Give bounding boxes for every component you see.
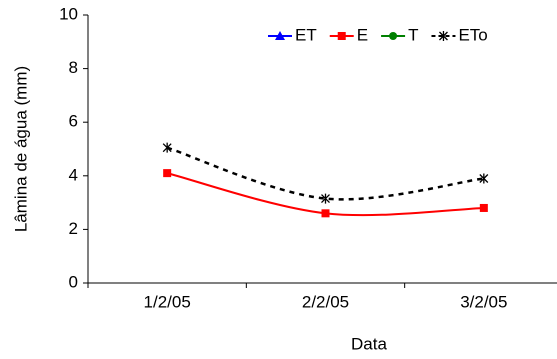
y-tick-label: 8 <box>69 58 78 77</box>
y-axis-label: Lâmina de água (mm) <box>11 66 30 232</box>
y-tick-label: 10 <box>59 4 78 23</box>
x-tick-label: 1/2/05 <box>144 292 191 311</box>
marker-shape <box>162 142 172 153</box>
data-point <box>162 142 172 153</box>
x-tick-label: 3/2/05 <box>460 292 507 311</box>
legend-marker <box>337 32 346 40</box>
marker-shape <box>479 203 488 212</box>
legend-label: E <box>357 25 368 44</box>
legend-marker <box>275 31 285 40</box>
y-tick-label: 4 <box>69 165 78 184</box>
legend-item: T <box>381 25 418 44</box>
marker-shape <box>321 193 330 204</box>
legend-label: ET <box>295 25 317 44</box>
marker-shape <box>389 32 398 40</box>
legend-marker <box>389 32 398 40</box>
y-tick-label: 6 <box>69 112 78 131</box>
data-point <box>479 203 488 212</box>
data-point <box>321 193 330 204</box>
legend-item: ETo <box>431 25 488 44</box>
x-axis-label: Data <box>351 334 387 353</box>
x-tick-label: 2/2/05 <box>302 292 349 311</box>
data-point <box>163 169 172 178</box>
legend-item: E <box>329 25 368 44</box>
y-tick-label: 0 <box>69 272 78 291</box>
marker-shape <box>439 31 448 41</box>
marker-shape <box>275 31 285 40</box>
y-tick-label: 2 <box>69 219 78 238</box>
marker-shape <box>321 209 330 218</box>
marker-shape <box>479 173 489 184</box>
data-point <box>321 209 330 218</box>
data-point <box>479 173 489 184</box>
legend-label: T <box>408 25 418 44</box>
series-line <box>166 146 484 201</box>
marker-shape <box>163 169 172 178</box>
legend-label: ETo <box>458 25 487 44</box>
legend-item: ET <box>268 25 317 44</box>
legend-marker <box>439 31 448 41</box>
marker-shape <box>337 32 346 40</box>
